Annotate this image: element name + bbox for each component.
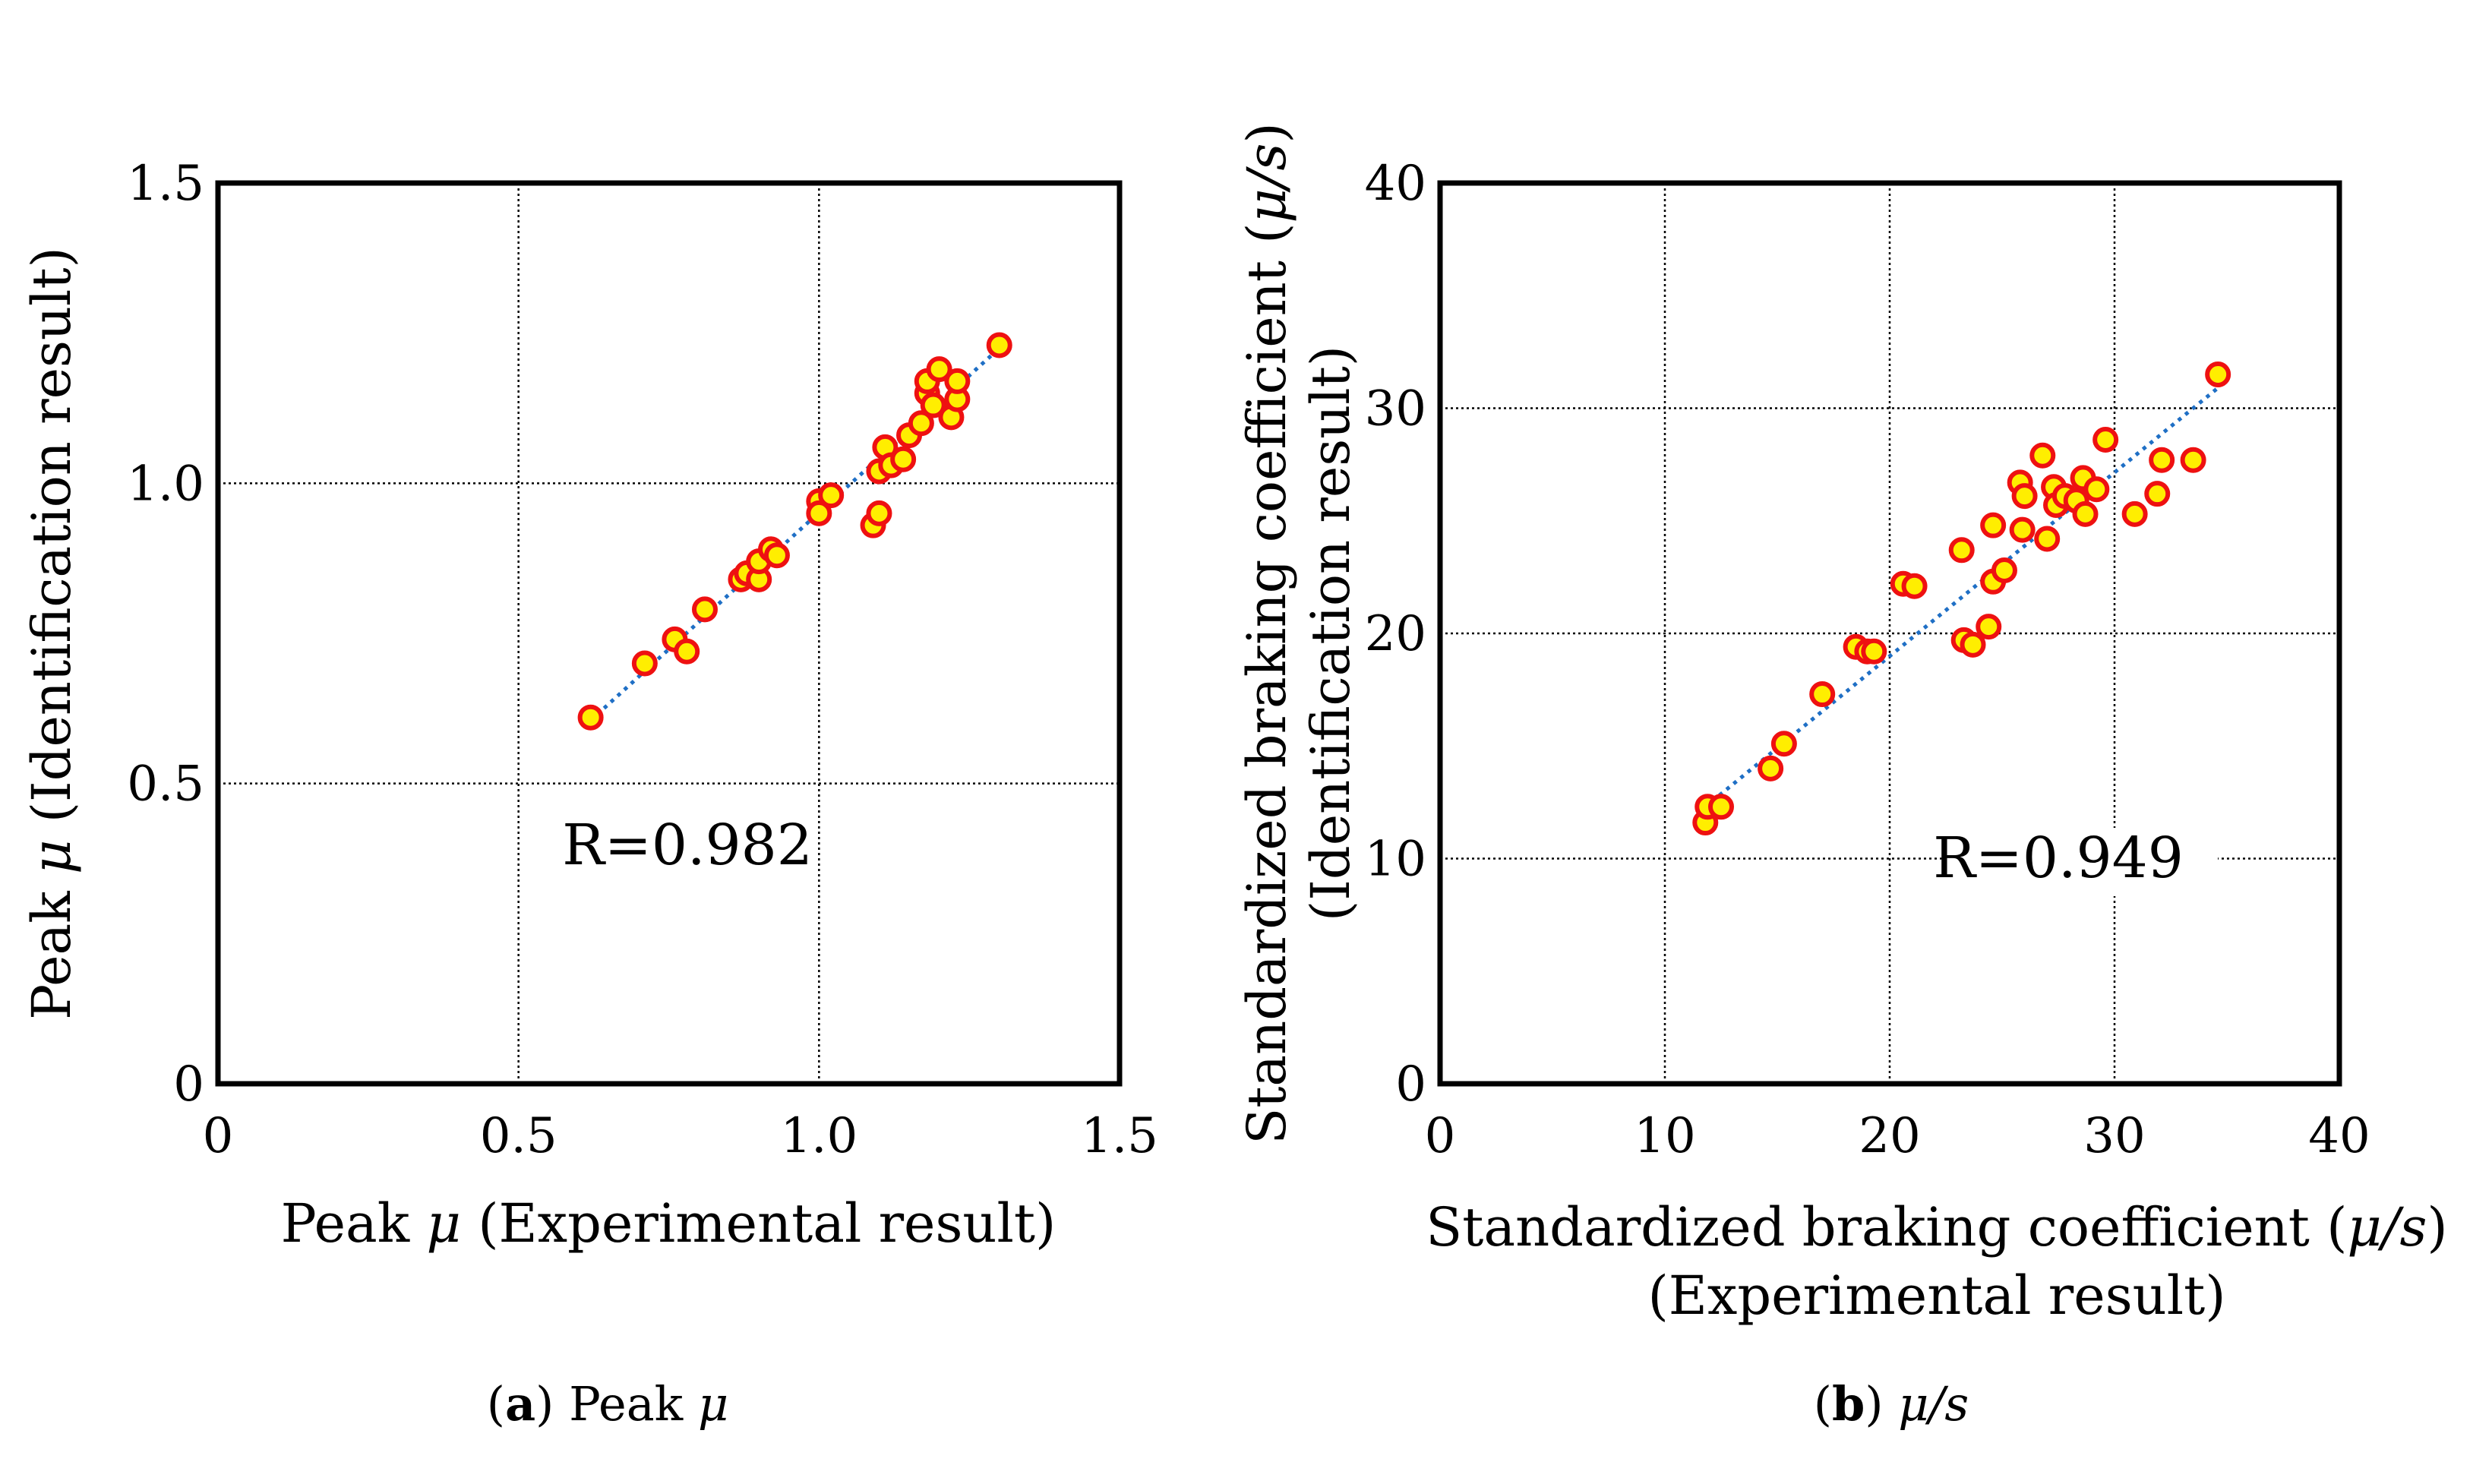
a-x-axis-label: Peak μ (Experimental result) xyxy=(281,1192,1056,1255)
a-caption-letter: a xyxy=(505,1376,535,1432)
a-ylabel-post: (Identification result) xyxy=(21,247,83,839)
b-x-tick-labels: 0 10 20 30 40 xyxy=(1425,1108,2370,1164)
panel-b: 0 10 20 30 40 0 10 20 30 40 R=0.949 Standardized… xyxy=(1236,122,2448,1432)
a-r-annotation: R=0.982 xyxy=(562,813,813,878)
b-data-point-8 xyxy=(1863,641,1884,662)
a-data-point-0 xyxy=(580,707,602,728)
b-xlabel-pre: Standardized braking coefficient ( xyxy=(1426,1196,2347,1258)
a-ylabel-pre: Peak xyxy=(21,874,83,1020)
a-x-tick-label-2: 1.0 xyxy=(780,1108,858,1164)
figure-canvas: 0 0.5 1.0 1.5 0 0.5 1.0 1.5 R=0.982 Peak μ (Ex… xyxy=(0,0,2492,1484)
b-x-tick-label-2: 20 xyxy=(1859,1108,1920,1164)
b-xlabel-post: ) xyxy=(2427,1196,2447,1258)
b-caption: (b) μ/s xyxy=(1814,1376,1969,1432)
b-data-point-34 xyxy=(2183,450,2204,471)
a-y-tick-label-0: 0 xyxy=(173,1056,204,1113)
b-r-annotation: R=0.949 xyxy=(1933,826,2184,891)
a-data-point-3 xyxy=(676,641,697,662)
b-y-tick-labels: 0 10 20 30 40 xyxy=(1365,156,1426,1113)
panel-b-gridlines xyxy=(1440,183,2339,1084)
a-xlabel-post: (Experimental result) xyxy=(461,1192,1056,1255)
b-data-point-11 xyxy=(1951,539,1972,560)
a-x-tick-labels: 0 0.5 1.0 1.5 xyxy=(203,1108,1158,1164)
b-data-point-33 xyxy=(2151,450,2172,471)
b-caption-letter: b xyxy=(1832,1376,1865,1432)
a-x-tick-label-3: 1.5 xyxy=(1081,1108,1158,1164)
a-data-point-13 xyxy=(820,485,842,506)
b-data-point-14 xyxy=(1978,616,1999,637)
b-y-tick-label-0: 0 xyxy=(1395,1056,1426,1113)
b-data-point-2 xyxy=(1710,796,1732,817)
a-y-axis-label: Peak μ (Identification result) xyxy=(21,247,83,1020)
b-x-axis-label-line1: Standardized braking coefficient (μ/s) xyxy=(1426,1196,2447,1258)
a-x-tick-label-1: 0.5 xyxy=(480,1108,557,1164)
b-data-point-4 xyxy=(1773,733,1795,754)
a-caption-symbol: μ xyxy=(698,1376,728,1432)
b-data-point-19 xyxy=(2012,519,2033,541)
b-x-tick-label-3: 30 xyxy=(2083,1108,2145,1164)
b-ylabel-post: ) xyxy=(1236,122,1298,143)
panel-a: 0 0.5 1.0 1.5 0 0.5 1.0 1.5 R=0.982 Peak μ (Ex… xyxy=(21,156,1158,1432)
b-data-point-15 xyxy=(1982,515,2004,536)
a-data-point-19 xyxy=(892,449,914,470)
a-data-point-10 xyxy=(766,545,788,566)
a-y-tick-label-2: 1.0 xyxy=(127,456,204,512)
a-caption-text: Peak xyxy=(554,1376,698,1432)
a-data-point-4 xyxy=(694,598,715,620)
b-x-axis-label-line2: (Experimental result) xyxy=(1647,1265,2225,1327)
a-y-tick-label-3: 1.5 xyxy=(127,156,204,212)
b-y-axis-label-line2: (Identification result) xyxy=(1300,346,1362,921)
b-data-point-22 xyxy=(2036,528,2058,549)
b-data-point-35 xyxy=(2207,364,2228,385)
b-ylabel-pre: Standardized braking coefficient ( xyxy=(1236,223,1298,1145)
a-data-points xyxy=(580,334,1010,728)
a-x-tick-label-0: 0 xyxy=(203,1108,234,1164)
a-y-tick-labels: 0 0.5 1.0 1.5 xyxy=(127,156,204,1113)
b-data-point-21 xyxy=(2032,445,2053,466)
a-ylabel-symbol: μ xyxy=(21,840,83,875)
b-caption-symbol: μ/s xyxy=(1898,1376,1969,1432)
b-data-point-10 xyxy=(1904,576,1925,597)
a-data-point-15 xyxy=(868,503,889,524)
b-x-tick-label-0: 0 xyxy=(1425,1108,1456,1164)
b-data-point-28 xyxy=(2075,504,2096,525)
b-data-point-3 xyxy=(1760,758,1781,779)
a-xlabel-symbol: μ xyxy=(426,1192,461,1255)
a-xlabel-pre: Peak xyxy=(281,1192,427,1255)
a-data-point-28 xyxy=(946,371,968,392)
b-data-point-20 xyxy=(2014,485,2036,507)
b-x-tick-label-1: 10 xyxy=(1634,1108,1695,1164)
a-caption: (a) Peak μ xyxy=(487,1376,728,1432)
a-data-point-1 xyxy=(634,653,655,674)
b-y-tick-label-1: 10 xyxy=(1365,832,1426,888)
b-data-point-29 xyxy=(2086,478,2107,500)
b-data-point-17 xyxy=(1994,560,2015,581)
b-x-tick-label-4: 40 xyxy=(2308,1108,2370,1164)
b-data-point-30 xyxy=(2095,429,2116,450)
b-xlabel-symbol: μ/s xyxy=(2347,1196,2427,1258)
b-data-point-32 xyxy=(2146,483,2168,504)
b-data-point-5 xyxy=(1811,684,1833,705)
a-y-tick-label-1: 0.5 xyxy=(127,756,204,813)
b-data-point-13 xyxy=(1963,634,1984,655)
a-data-point-29 xyxy=(989,334,1010,355)
b-y-tick-label-2: 20 xyxy=(1365,606,1426,662)
b-y-axis-label-line1: Standardized braking coefficient (μ/s) xyxy=(1236,122,1298,1144)
b-y-tick-label-4: 40 xyxy=(1365,156,1426,212)
b-ylabel-symbol: μ/s xyxy=(1236,144,1298,223)
b-y-tick-label-3: 30 xyxy=(1365,381,1426,437)
b-data-point-31 xyxy=(2124,504,2146,525)
